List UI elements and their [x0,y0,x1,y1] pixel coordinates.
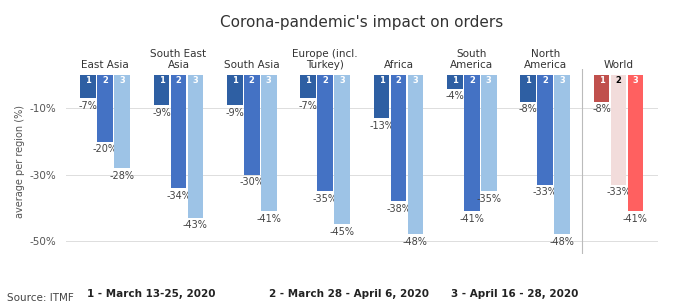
Text: 1: 1 [599,76,604,85]
Bar [98,75,113,142]
Text: 3 - April 16 - 28, 2020: 3 - April 16 - 28, 2020 [451,289,578,299]
Bar [244,75,260,175]
Bar [464,75,480,211]
Text: 1: 1 [379,76,384,85]
Text: -30%: -30% [240,177,264,187]
Text: East Asia: East Asia [81,60,129,70]
Bar [408,75,423,234]
Bar [300,75,316,99]
Bar [594,75,609,102]
Text: 2: 2 [542,76,548,85]
Text: Source: ITMF: Source: ITMF [7,293,73,303]
Text: 1: 1 [159,76,164,85]
Text: -48%: -48% [403,237,428,247]
Bar [610,75,627,185]
Text: 3: 3 [192,76,199,85]
Text: -9%: -9% [225,108,244,118]
Text: 2: 2 [469,76,474,85]
Bar [537,75,553,185]
Bar [318,75,333,191]
Bar [334,75,350,224]
Text: South East
Asia: South East Asia [150,49,207,70]
Text: 2: 2 [102,76,108,85]
Bar [374,75,390,118]
Text: -43%: -43% [183,220,208,230]
Text: 3: 3 [633,76,638,85]
Text: -4%: -4% [446,91,464,101]
Y-axis label: average per region (%): average per region (%) [15,105,25,218]
Text: 2: 2 [616,76,621,85]
Text: 1 - March 13-25, 2020: 1 - March 13-25, 2020 [87,289,216,299]
Text: -48%: -48% [550,237,575,247]
Text: -41%: -41% [460,214,485,224]
Text: 3: 3 [119,76,125,85]
Text: Africa: Africa [384,60,413,70]
Text: -28%: -28% [110,171,135,181]
Text: -20%: -20% [93,144,118,154]
Bar [555,75,570,234]
Text: 1: 1 [526,76,531,85]
Text: -33%: -33% [533,187,558,197]
Text: World: World [604,60,633,70]
Bar [114,75,130,168]
Text: -7%: -7% [79,101,98,111]
Text: 1: 1 [232,76,238,85]
Text: -34%: -34% [166,191,191,201]
Bar [520,75,536,102]
Bar [171,75,186,188]
Bar [227,75,243,105]
Text: 2: 2 [176,76,182,85]
Bar [261,75,277,211]
Text: -35%: -35% [313,194,338,204]
Text: -38%: -38% [386,204,411,214]
Bar [628,75,643,211]
Text: 2: 2 [396,76,401,85]
Text: 2: 2 [322,76,328,85]
Text: -45%: -45% [330,227,355,237]
Text: North
America: North America [524,49,567,70]
Bar [481,75,497,191]
Text: 2: 2 [249,76,255,85]
Text: -35%: -35% [476,194,501,204]
Bar [80,75,96,99]
Bar [391,75,406,201]
Text: 3: 3 [266,76,272,85]
Text: -8%: -8% [592,104,611,114]
Text: -41%: -41% [256,214,281,224]
Bar [447,75,463,88]
Text: -13%: -13% [369,121,394,131]
Text: 3: 3 [339,76,345,85]
Title: Corona-pandemic's impact on orders: Corona-pandemic's impact on orders [220,15,503,30]
Text: -8%: -8% [519,104,538,114]
Text: 3: 3 [559,76,565,85]
Text: South
America: South America [450,49,493,70]
Text: -7%: -7% [299,101,318,111]
Text: -9%: -9% [152,108,171,118]
Text: Europe (incl.
Turkey): Europe (incl. Turkey) [292,49,358,70]
Text: 3: 3 [486,76,492,85]
Bar [188,75,203,218]
Text: 3: 3 [413,76,419,85]
Text: 1: 1 [452,76,458,85]
Text: -33%: -33% [606,187,631,197]
Text: -41%: -41% [623,214,648,224]
Text: South Asia: South Asia [224,60,279,70]
Text: 1: 1 [85,76,91,85]
Text: 1: 1 [306,76,311,85]
Bar [153,75,170,105]
Text: 2 - March 28 - April 6, 2020: 2 - March 28 - April 6, 2020 [269,289,429,299]
